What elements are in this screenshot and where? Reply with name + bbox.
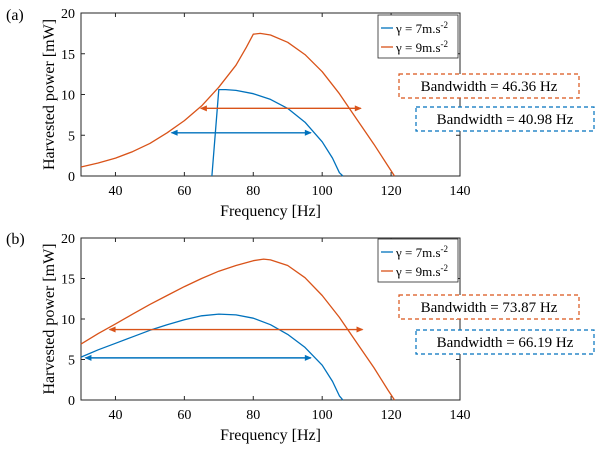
panel-a-x-tick-label: 80 [246,184,260,199]
panel-a-bandwidth-box-1: Bandwidth = 40.98 Hz [415,106,595,132]
panel-a-legend: γ = 7m.s-2 γ = 9m.s-2 [377,14,459,59]
panel-a-legend-label-0: γ = 7m.s-2 [395,20,448,36]
panel-a-x-axis-label: Frequency [Hz] [220,203,321,220]
panel-b-legend-box [377,238,459,283]
panel-b-y-axis-label: Harvested power [mW] [41,243,58,394]
panel-a-y-tick-label: 5 [68,129,75,144]
panel-a-y-axis-label: Harvested power [mW] [41,19,58,170]
panel-b-series-line-1 [80,258,396,401]
panel-b-label: (b) [6,231,25,248]
panel-a-bandwidth-arrow-1 [170,129,312,136]
panel-b-series-line-0 [80,313,344,401]
panel-b-bandwidth-box-1: Bandwidth = 66.19 Hz [415,329,595,355]
panel-a-x-tick-label: 60 [177,184,191,199]
panel-b-legend-label-1: γ = 9m.s-2 [395,263,448,279]
panel-b-x-tick-label: 80 [246,408,260,423]
panel-b-legend-label-0: γ = 7m.s-2 [395,244,448,260]
panel-b-x-tick-label: 60 [177,408,191,423]
panel-a-y-tick-label: 10 [61,89,75,104]
panel-a-x-tick-label: 40 [108,184,122,199]
panel-b-bandwidth-label-1: Bandwidth = 66.19 Hz [437,335,574,351]
panel-b: (b) 40 60 80 100 120 140 0 5 10 15 20 Frequency [Hz]… [6,231,595,444]
panel-b-x-axis-label: Frequency [Hz] [220,427,321,444]
panel-b-bandwidth-arrow-1 [84,354,312,361]
panel-a-x-tick-label: 140 [450,184,471,199]
panel-b-x-tick-label: 120 [381,408,402,423]
panel-b-y-tick-label: 15 [61,273,75,288]
panel-a-bandwidth-box-0: Bandwidth = 46.36 Hz [398,73,580,99]
panel-a-bandwidth-label-0: Bandwidth = 46.36 Hz [421,79,558,95]
panel-a-series-line-0 [211,88,344,177]
panel-a-x-tick-label: 100 [312,184,333,199]
panel-b-y-tick-label: 0 [68,394,75,409]
panel-a-x-tick-label: 120 [381,184,402,199]
panel-b-x-tick-label: 140 [450,408,471,423]
panel-a-y-tick-label: 20 [61,7,75,22]
panel-a-y-tick-label: 15 [61,48,75,63]
panel-b-legend: γ = 7m.s-2 γ = 9m.s-2 [377,238,459,283]
panel-a-bandwidth-label-1: Bandwidth = 40.98 Hz [437,112,574,128]
panel-a-series-line-1 [80,32,396,177]
panel-b-y-tick-label: 5 [68,354,75,369]
panel-b-bandwidth-arrow-0 [108,326,364,333]
panel-b-bandwidth-label-0: Bandwidth = 73.87 Hz [421,300,558,316]
panel-a-bandwidth-arrow-0 [199,105,362,112]
panel-b-y-tick-label: 10 [61,313,75,328]
panel-a-y-tick-label: 0 [68,170,75,185]
panel-b-bandwidth-box-0: Bandwidth = 73.87 Hz [398,294,580,320]
panel-a-label: (a) [6,7,24,24]
panel-b-x-tick-label: 40 [108,408,122,423]
panel-a-legend-label-1: γ = 9m.s-2 [395,39,448,55]
panel-a-legend-box [377,14,459,59]
panel-b-x-tick-label: 100 [312,408,333,423]
panel-a: (a) 40 60 80 100 120 140 0 5 10 15 20 Frequency [Hz]… [6,7,595,220]
panel-b-y-tick-label: 20 [61,232,75,247]
